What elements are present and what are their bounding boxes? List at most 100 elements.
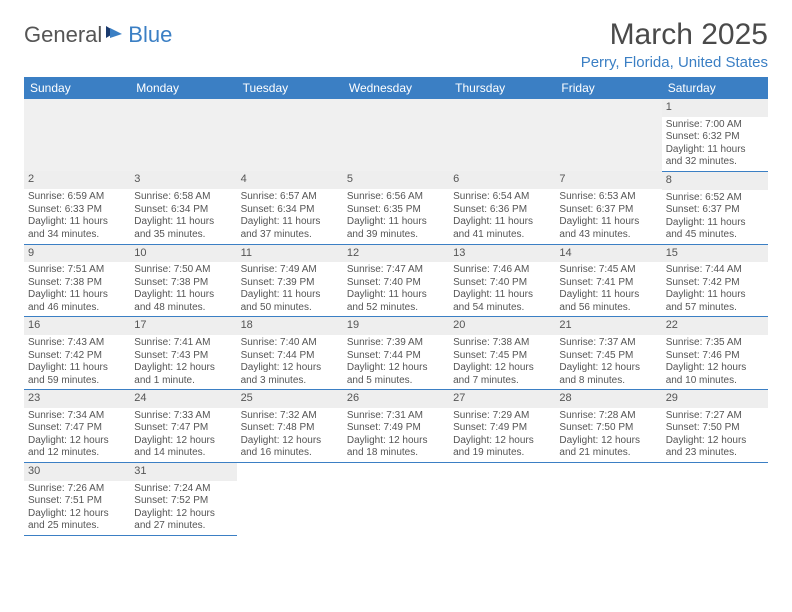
day-body: Sunrise: 7:28 AMSunset: 7:50 PMDaylight:… [555, 408, 661, 462]
calendar-cell: 1Sunrise: 7:00 AMSunset: 6:32 PMDaylight… [662, 99, 768, 171]
calendar-cell: 6Sunrise: 6:54 AMSunset: 6:36 PMDaylight… [449, 171, 555, 244]
calendar-cell [343, 462, 449, 535]
sunrise-text: Sunrise: 7:29 AM [453, 410, 551, 423]
daylight-text: Daylight: 12 hours and 18 minutes. [347, 435, 445, 460]
day-number: 26 [343, 390, 449, 408]
calendar-row: 9Sunrise: 7:51 AMSunset: 7:38 PMDaylight… [24, 244, 768, 317]
calendar-cell: 25Sunrise: 7:32 AMSunset: 7:48 PMDayligh… [237, 390, 343, 463]
calendar-cell: 17Sunrise: 7:41 AMSunset: 7:43 PMDayligh… [130, 317, 236, 390]
sunrise-text: Sunrise: 7:27 AM [666, 410, 764, 423]
daylight-text: Daylight: 11 hours and 48 minutes. [134, 289, 232, 314]
logo: General Blue [24, 22, 172, 48]
sunset-text: Sunset: 7:39 PM [241, 277, 339, 290]
day-body: Sunrise: 7:46 AMSunset: 7:40 PMDaylight:… [449, 262, 555, 316]
sunset-text: Sunset: 6:34 PM [134, 204, 232, 217]
day-number: 31 [130, 463, 236, 481]
sunset-text: Sunset: 6:32 PM [666, 131, 764, 144]
calendar-cell: 27Sunrise: 7:29 AMSunset: 7:49 PMDayligh… [449, 390, 555, 463]
day-number: 29 [662, 390, 768, 408]
day-number: 8 [662, 172, 768, 190]
day-body: Sunrise: 6:58 AMSunset: 6:34 PMDaylight:… [130, 189, 236, 243]
calendar-cell [130, 99, 236, 171]
daylight-text: Daylight: 11 hours and 50 minutes. [241, 289, 339, 314]
calendar-cell: 28Sunrise: 7:28 AMSunset: 7:50 PMDayligh… [555, 390, 661, 463]
sunset-text: Sunset: 7:43 PM [134, 350, 232, 363]
day-body: Sunrise: 7:34 AMSunset: 7:47 PMDaylight:… [24, 408, 130, 462]
sunrise-text: Sunrise: 7:24 AM [134, 483, 232, 496]
sunrise-text: Sunrise: 7:49 AM [241, 264, 339, 277]
day-body: Sunrise: 7:26 AMSunset: 7:51 PMDaylight:… [24, 481, 130, 535]
daylight-text: Daylight: 11 hours and 46 minutes. [28, 289, 126, 314]
sunset-text: Sunset: 7:50 PM [666, 422, 764, 435]
sunset-text: Sunset: 7:44 PM [347, 350, 445, 363]
day-number: 19 [343, 317, 449, 335]
sunrise-text: Sunrise: 7:41 AM [134, 337, 232, 350]
day-body: Sunrise: 7:27 AMSunset: 7:50 PMDaylight:… [662, 408, 768, 462]
sunset-text: Sunset: 7:46 PM [666, 350, 764, 363]
weekday-header: Friday [555, 77, 661, 99]
day-number: 20 [449, 317, 555, 335]
calendar-cell [555, 99, 661, 171]
daylight-text: Daylight: 11 hours and 45 minutes. [666, 217, 764, 242]
sunset-text: Sunset: 7:41 PM [559, 277, 657, 290]
day-body: Sunrise: 6:56 AMSunset: 6:35 PMDaylight:… [343, 189, 449, 243]
sunset-text: Sunset: 7:45 PM [559, 350, 657, 363]
day-body: Sunrise: 7:00 AMSunset: 6:32 PMDaylight:… [662, 117, 768, 171]
sunrise-text: Sunrise: 7:47 AM [347, 264, 445, 277]
calendar-cell: 14Sunrise: 7:45 AMSunset: 7:41 PMDayligh… [555, 244, 661, 317]
calendar-row: 30Sunrise: 7:26 AMSunset: 7:51 PMDayligh… [24, 462, 768, 535]
daylight-text: Daylight: 12 hours and 19 minutes. [453, 435, 551, 460]
day-number: 13 [449, 245, 555, 263]
day-number: 2 [24, 171, 130, 189]
daylight-text: Daylight: 11 hours and 57 minutes. [666, 289, 764, 314]
day-number: 25 [237, 390, 343, 408]
calendar-cell: 13Sunrise: 7:46 AMSunset: 7:40 PMDayligh… [449, 244, 555, 317]
daylight-text: Daylight: 12 hours and 5 minutes. [347, 362, 445, 387]
sunrise-text: Sunrise: 7:38 AM [453, 337, 551, 350]
location-text: Perry, Florida, United States [581, 54, 768, 71]
day-body: Sunrise: 6:57 AMSunset: 6:34 PMDaylight:… [237, 189, 343, 243]
sunset-text: Sunset: 7:49 PM [453, 422, 551, 435]
sunset-text: Sunset: 7:40 PM [347, 277, 445, 290]
day-body: Sunrise: 7:49 AMSunset: 7:39 PMDaylight:… [237, 262, 343, 316]
day-body: Sunrise: 7:38 AMSunset: 7:45 PMDaylight:… [449, 335, 555, 389]
calendar-row: 16Sunrise: 7:43 AMSunset: 7:42 PMDayligh… [24, 317, 768, 390]
day-body: Sunrise: 7:41 AMSunset: 7:43 PMDaylight:… [130, 335, 236, 389]
flag-icon [104, 22, 126, 48]
calendar-row: 2Sunrise: 6:59 AMSunset: 6:33 PMDaylight… [24, 171, 768, 244]
day-number: 1 [662, 99, 768, 117]
daylight-text: Daylight: 12 hours and 23 minutes. [666, 435, 764, 460]
daylight-text: Daylight: 11 hours and 37 minutes. [241, 216, 339, 241]
calendar-cell: 10Sunrise: 7:50 AMSunset: 7:38 PMDayligh… [130, 244, 236, 317]
sunset-text: Sunset: 7:38 PM [134, 277, 232, 290]
sunset-text: Sunset: 7:45 PM [453, 350, 551, 363]
sunrise-text: Sunrise: 6:58 AM [134, 191, 232, 204]
weekday-header: Monday [130, 77, 236, 99]
calendar-cell: 5Sunrise: 6:56 AMSunset: 6:35 PMDaylight… [343, 171, 449, 244]
calendar-cell: 11Sunrise: 7:49 AMSunset: 7:39 PMDayligh… [237, 244, 343, 317]
day-number: 16 [24, 317, 130, 335]
day-number: 22 [662, 317, 768, 335]
day-body: Sunrise: 7:33 AMSunset: 7:47 PMDaylight:… [130, 408, 236, 462]
sunrise-text: Sunrise: 6:57 AM [241, 191, 339, 204]
sunset-text: Sunset: 6:37 PM [559, 204, 657, 217]
day-body: Sunrise: 7:43 AMSunset: 7:42 PMDaylight:… [24, 335, 130, 389]
sunset-text: Sunset: 7:51 PM [28, 495, 126, 508]
daylight-text: Daylight: 11 hours and 41 minutes. [453, 216, 551, 241]
daylight-text: Daylight: 12 hours and 21 minutes. [559, 435, 657, 460]
daylight-text: Daylight: 12 hours and 12 minutes. [28, 435, 126, 460]
day-body: Sunrise: 6:54 AMSunset: 6:36 PMDaylight:… [449, 189, 555, 243]
calendar-cell: 4Sunrise: 6:57 AMSunset: 6:34 PMDaylight… [237, 171, 343, 244]
day-body: Sunrise: 7:40 AMSunset: 7:44 PMDaylight:… [237, 335, 343, 389]
sunset-text: Sunset: 7:48 PM [241, 422, 339, 435]
daylight-text: Daylight: 12 hours and 16 minutes. [241, 435, 339, 460]
day-number: 15 [662, 245, 768, 263]
sunrise-text: Sunrise: 6:56 AM [347, 191, 445, 204]
sunrise-text: Sunrise: 7:44 AM [666, 264, 764, 277]
calendar-cell: 21Sunrise: 7:37 AMSunset: 7:45 PMDayligh… [555, 317, 661, 390]
daylight-text: Daylight: 12 hours and 7 minutes. [453, 362, 551, 387]
weekday-header: Thursday [449, 77, 555, 99]
logo-text-1: General [24, 22, 102, 48]
calendar-cell: 16Sunrise: 7:43 AMSunset: 7:42 PMDayligh… [24, 317, 130, 390]
sunrise-text: Sunrise: 6:59 AM [28, 191, 126, 204]
